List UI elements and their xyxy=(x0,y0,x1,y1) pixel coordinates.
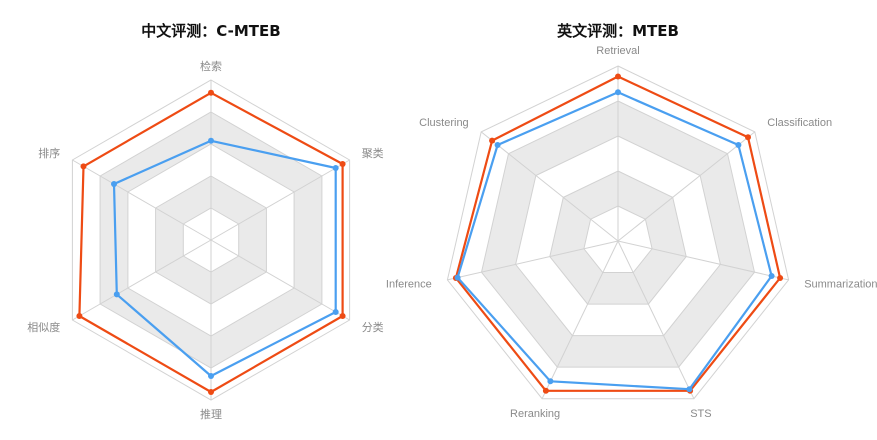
cmteb-series-2-point xyxy=(113,291,120,298)
cmteb-axis-label: 检索 xyxy=(200,59,222,73)
mteb-series-2-line xyxy=(456,91,773,391)
mteb-series-2-point xyxy=(768,273,775,279)
mteb-series-1-point xyxy=(745,134,751,141)
cmteb-series-1-point xyxy=(339,313,346,319)
mteb-series-2-point xyxy=(735,142,742,148)
mteb-axis-label: Reranking xyxy=(510,408,560,420)
mteb-spoke xyxy=(447,240,619,281)
mteb-chart-title: 英文评测：MTEB xyxy=(557,22,679,40)
mteb-series-2-point xyxy=(454,274,461,281)
cmteb-spoke xyxy=(72,159,212,241)
mteb-series-2-point xyxy=(615,89,621,96)
cmteb-series-2-point xyxy=(332,309,339,315)
mteb-spoke xyxy=(617,240,789,281)
cmteb-series-1-point xyxy=(80,163,87,170)
cmteb-axis-label: 排序 xyxy=(38,146,60,160)
mteb-axis-label: STS xyxy=(690,408,711,420)
cmteb-axis-label: 推理 xyxy=(200,407,222,421)
mteb-axis-labels: Retrieval Classification Summarization STS R… xyxy=(386,45,877,420)
mteb-spoke xyxy=(541,240,619,399)
cmteb-series-2-point xyxy=(208,137,214,144)
cmteb-spokes xyxy=(72,80,350,400)
cmteb-series-2-point xyxy=(111,181,117,187)
cmteb-spoke xyxy=(72,239,212,321)
mteb-series-2-point xyxy=(547,378,554,385)
cmteb-axis-label: 相似度 xyxy=(27,320,60,334)
mteb-axis-label: Classification xyxy=(767,117,832,129)
mteb-series-1-point xyxy=(777,275,784,281)
mteb-axis-label: Summarization xyxy=(804,279,877,291)
mteb-axis-label: Inference xyxy=(386,279,432,291)
mteb-axis-label: Clustering xyxy=(419,117,469,129)
mteb-spoke xyxy=(480,131,619,242)
cmteb-chart-title: 中文评测：C-MTEB xyxy=(141,22,280,40)
cmteb-series-2-point xyxy=(208,373,214,379)
mteb-series-2-point xyxy=(686,386,693,393)
cmteb-spoke xyxy=(210,239,350,321)
cmteb-spoke xyxy=(210,159,350,241)
mteb-spoke xyxy=(617,240,695,399)
mteb-series-2-point xyxy=(494,142,501,148)
mteb-series-1-point xyxy=(615,73,621,80)
cmteb-series-1-point xyxy=(208,389,214,395)
cmteb-axis-label: 聚类 xyxy=(362,146,384,160)
cmteb-series-2-point xyxy=(332,165,339,171)
cmteb-series-1-point xyxy=(76,313,83,319)
mteb-spoke xyxy=(617,131,756,242)
cmteb-series-1-point xyxy=(208,89,214,96)
cmteb-series-1-point xyxy=(339,161,346,167)
cmteb-series xyxy=(76,89,346,395)
cmteb-axis-label: 分类 xyxy=(362,320,384,334)
mteb-series-1-point xyxy=(489,137,496,144)
mteb-axis-label: Retrieval xyxy=(596,45,639,57)
mteb-series-1-line xyxy=(454,75,782,392)
mteb-radar-chart: 英文评测：MTEB Retrieval Classification Summari… xyxy=(386,22,877,420)
mteb-series xyxy=(452,73,784,394)
mteb-series-1-point xyxy=(542,387,549,394)
